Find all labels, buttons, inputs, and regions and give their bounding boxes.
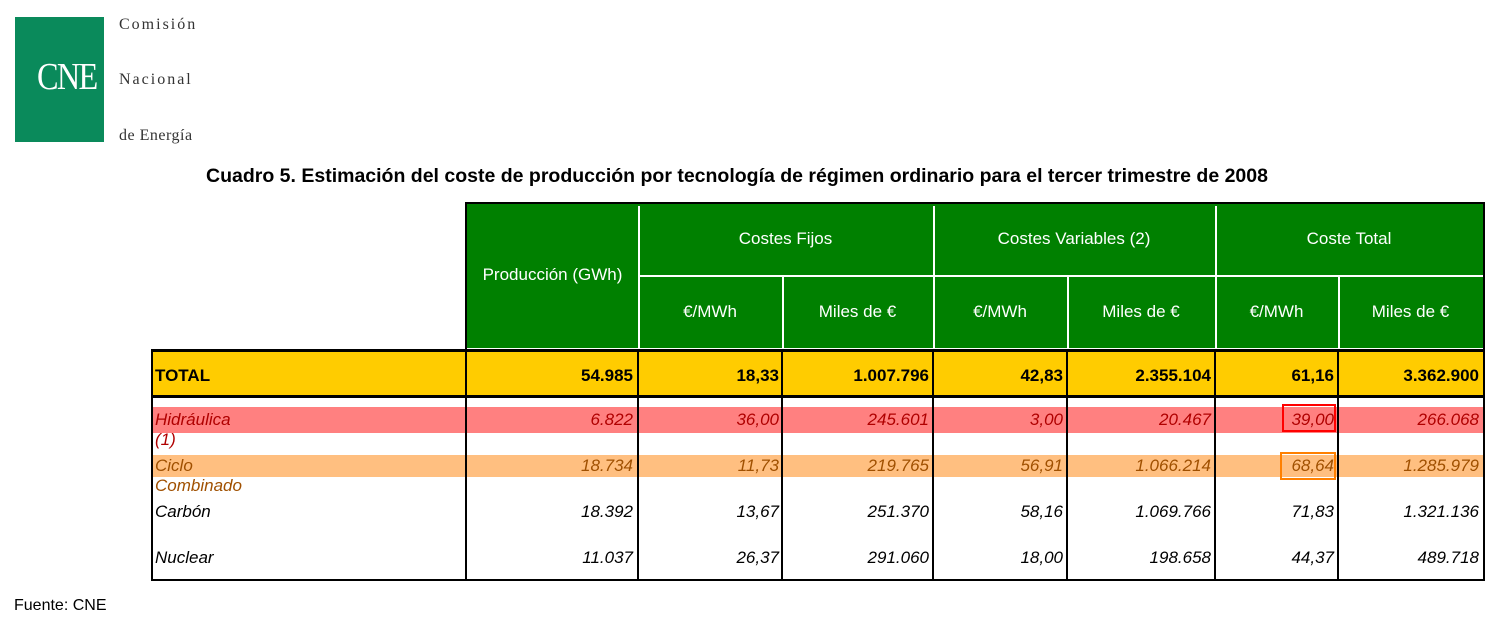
header-group-total: Coste Total: [1215, 202, 1483, 276]
header-sub-6: Miles de €: [1338, 276, 1483, 348]
nuclear-production: 11.037: [582, 548, 633, 567]
hidraulica-production: 6.822: [590, 410, 633, 429]
hidraulica-row-band: [153, 407, 1483, 433]
hidraulica-var-mwh: 3,00: [1029, 410, 1063, 429]
header-production-label: Producción (GWh): [482, 265, 623, 284]
logo-line-2: Nacional: [119, 71, 193, 88]
ciclo-production: 18.734: [581, 456, 633, 475]
header-sub-4-label: Miles de €: [1102, 302, 1180, 321]
total-total-mwh: 61,16: [1291, 366, 1334, 385]
header-sub-2: Miles de €: [782, 276, 933, 348]
carbon-production: 18.392: [581, 502, 633, 521]
header-sub-3: €/MWh: [933, 276, 1067, 348]
total-total-miles: 3.362.900: [1403, 366, 1479, 385]
carbon-total-mwh: 71,83: [1291, 502, 1334, 521]
carbon-var-miles: 1.069.766: [1135, 502, 1211, 521]
total-production: 54.985: [581, 366, 633, 385]
nuclear-var-mwh: 18,00: [1020, 548, 1063, 567]
cne-logo: CNE: [15, 17, 104, 142]
ciclo-fixed-miles: 219.765: [867, 456, 929, 475]
header-sub-3-label: €/MWh: [973, 302, 1027, 321]
ciclo-highlight-box: [1280, 452, 1336, 480]
ciclo-var-mwh: 56,91: [1020, 456, 1063, 475]
logo-line-3: de Energía: [119, 127, 193, 144]
total-var-mwh: 42,83: [1020, 366, 1063, 385]
header-group-fixed: Costes Fijos: [638, 202, 933, 276]
nuclear-fixed-mwh: 26,37: [736, 548, 779, 567]
ciclo-total-miles: 1.285.979: [1403, 456, 1479, 475]
nuclear-var-miles: 198.658: [1149, 548, 1211, 567]
header-sub-5-label: €/MWh: [1249, 302, 1304, 321]
ciclo-row-band: [153, 455, 1483, 477]
row-label-total: TOTAL: [155, 366, 211, 385]
hidraulica-total-miles: 266.068: [1417, 410, 1479, 429]
header-group-variable: Costes Variables (2): [933, 202, 1215, 276]
ciclo-var-miles: 1.066.214: [1135, 456, 1211, 475]
header-sub-6-label: Miles de €: [1371, 302, 1450, 321]
header-group-fixed-label: Costes Fijos: [738, 229, 833, 248]
header-sub-5: €/MWh: [1215, 276, 1338, 348]
total-fixed-miles: 1.007.796: [853, 366, 929, 385]
carbon-var-mwh: 58,16: [1020, 502, 1063, 521]
logo-line-1: Comisión: [119, 16, 198, 33]
header-group-variable-label: Costes Variables (2): [997, 229, 1151, 248]
hidraulica-var-miles: 20.467: [1159, 410, 1211, 429]
header-production: Producción (GWh): [467, 202, 638, 348]
hidraulica-highlight-box: [1282, 404, 1336, 432]
ciclo-fixed-mwh: 11,73: [737, 456, 779, 475]
carbon-fixed-mwh: 13,67: [736, 502, 779, 521]
total-var-miles: 2.355.104: [1135, 366, 1211, 385]
table-title: Cuadro 5. Estimación del coste de produc…: [206, 165, 1268, 187]
row-label-carbon: Carbón: [155, 502, 211, 521]
carbon-total-miles: 1.321.136: [1403, 502, 1479, 521]
nuclear-total-mwh: 44,37: [1291, 548, 1334, 567]
logo-abbr: CNE: [37, 56, 98, 98]
hidraulica-fixed-mwh: 36,00: [736, 410, 779, 429]
nuclear-total-miles: 489.718: [1417, 548, 1479, 567]
header-sub-4: Miles de €: [1067, 276, 1215, 348]
ciclo-total-mwh: 68,64: [1291, 456, 1334, 475]
header-sub-2-label: Miles de €: [818, 302, 897, 321]
source-note: Fuente: CNE: [14, 597, 107, 614]
carbon-fixed-miles: 251.370: [867, 502, 929, 521]
total-row-band: [153, 350, 1483, 396]
hidraulica-fixed-miles: 245.601: [867, 410, 929, 429]
header-sub-1-label: €/MWh: [683, 302, 737, 321]
nuclear-fixed-miles: 291.060: [867, 548, 929, 567]
header-group-total-label: Coste Total: [1306, 229, 1392, 248]
hidraulica-total-mwh: 39,00: [1291, 410, 1334, 429]
header-sub-1: €/MWh: [638, 276, 782, 348]
row-label-ciclo: Ciclo Combinado: [155, 456, 242, 495]
row-label-hidraulica: Hidráulica (1): [155, 410, 231, 449]
total-fixed-mwh: 18,33: [736, 366, 779, 385]
row-label-nuclear: Nuclear: [155, 548, 214, 567]
